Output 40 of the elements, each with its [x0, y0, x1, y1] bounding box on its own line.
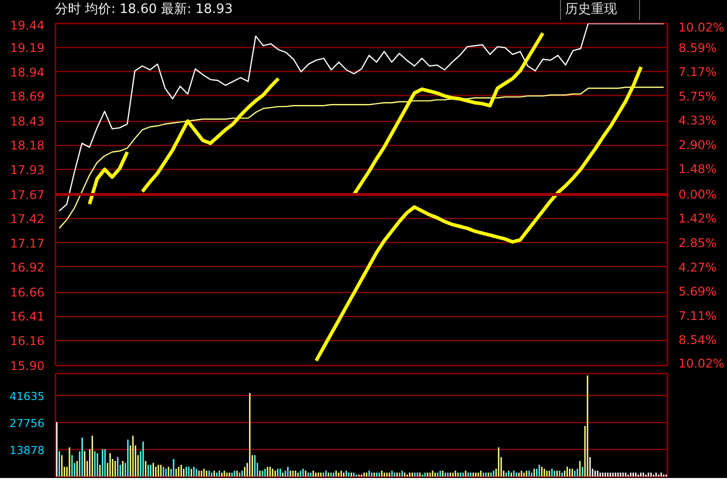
y-tick-label: 16.66 [10, 286, 45, 300]
line-series [58, 86, 664, 229]
y2-tick-label: 5.75% [678, 89, 717, 104]
y-tick-label: 15.90 [10, 359, 45, 373]
y-tick-label: 17.93 [10, 162, 45, 177]
line-series [314, 65, 643, 362]
y-tick-label: 18.43 [10, 114, 45, 129]
y-tick-label: 16.41 [10, 310, 45, 324]
y2-tick-label: 8.54% [678, 333, 717, 348]
y2-tick-label: 1.48% [678, 162, 717, 176]
y2-tick-label: 7.11% [678, 308, 717, 323]
y2-tick-label: 4.33% [678, 114, 717, 128]
y-tick-label: 41635 [10, 390, 45, 404]
y-tick-label: 19.19 [10, 41, 45, 56]
y2-tick-label: 10.02% [678, 20, 724, 34]
y-tick-label: 27756 [10, 417, 45, 430]
y2-tick-label: 1.42% [678, 212, 717, 226]
y-tick-label: 18.69 [10, 89, 45, 104]
y-tick-label: 18.18 [10, 138, 45, 153]
y-tick-label: 17.42 [10, 212, 45, 226]
y-tick-label: 16.92 [10, 260, 45, 274]
y2-tick-label: 0.00% [678, 188, 717, 202]
y-tick-label: 17.67 [10, 188, 45, 202]
y-tick-label: 13878 [10, 444, 45, 458]
line-series [58, 24, 664, 212]
y-tick-label: 16.16 [10, 334, 45, 348]
line-series [88, 150, 130, 206]
y2-tick-label: 10.02% [678, 356, 724, 370]
y2-tick-label: 8.59% [678, 40, 717, 55]
y-tick-label: 18.94 [10, 65, 45, 80]
y2-tick-label: 7.17% [678, 65, 717, 80]
y2-tick-label: 2.90% [678, 138, 717, 152]
chart-title: 分时 均价: 18.60 最新: 18.93 [55, 1, 233, 19]
y2-tick-label: 5.69% [678, 284, 717, 299]
y-tick-label: 17.17 [10, 236, 45, 250]
y-tick-label: 19.44 [10, 18, 45, 32]
text: 历史重现 [565, 1, 617, 19]
y2-tick-label: 4.27% [678, 260, 717, 274]
y2-tick-label: 2.85% [678, 236, 717, 250]
line-series [140, 76, 280, 194]
